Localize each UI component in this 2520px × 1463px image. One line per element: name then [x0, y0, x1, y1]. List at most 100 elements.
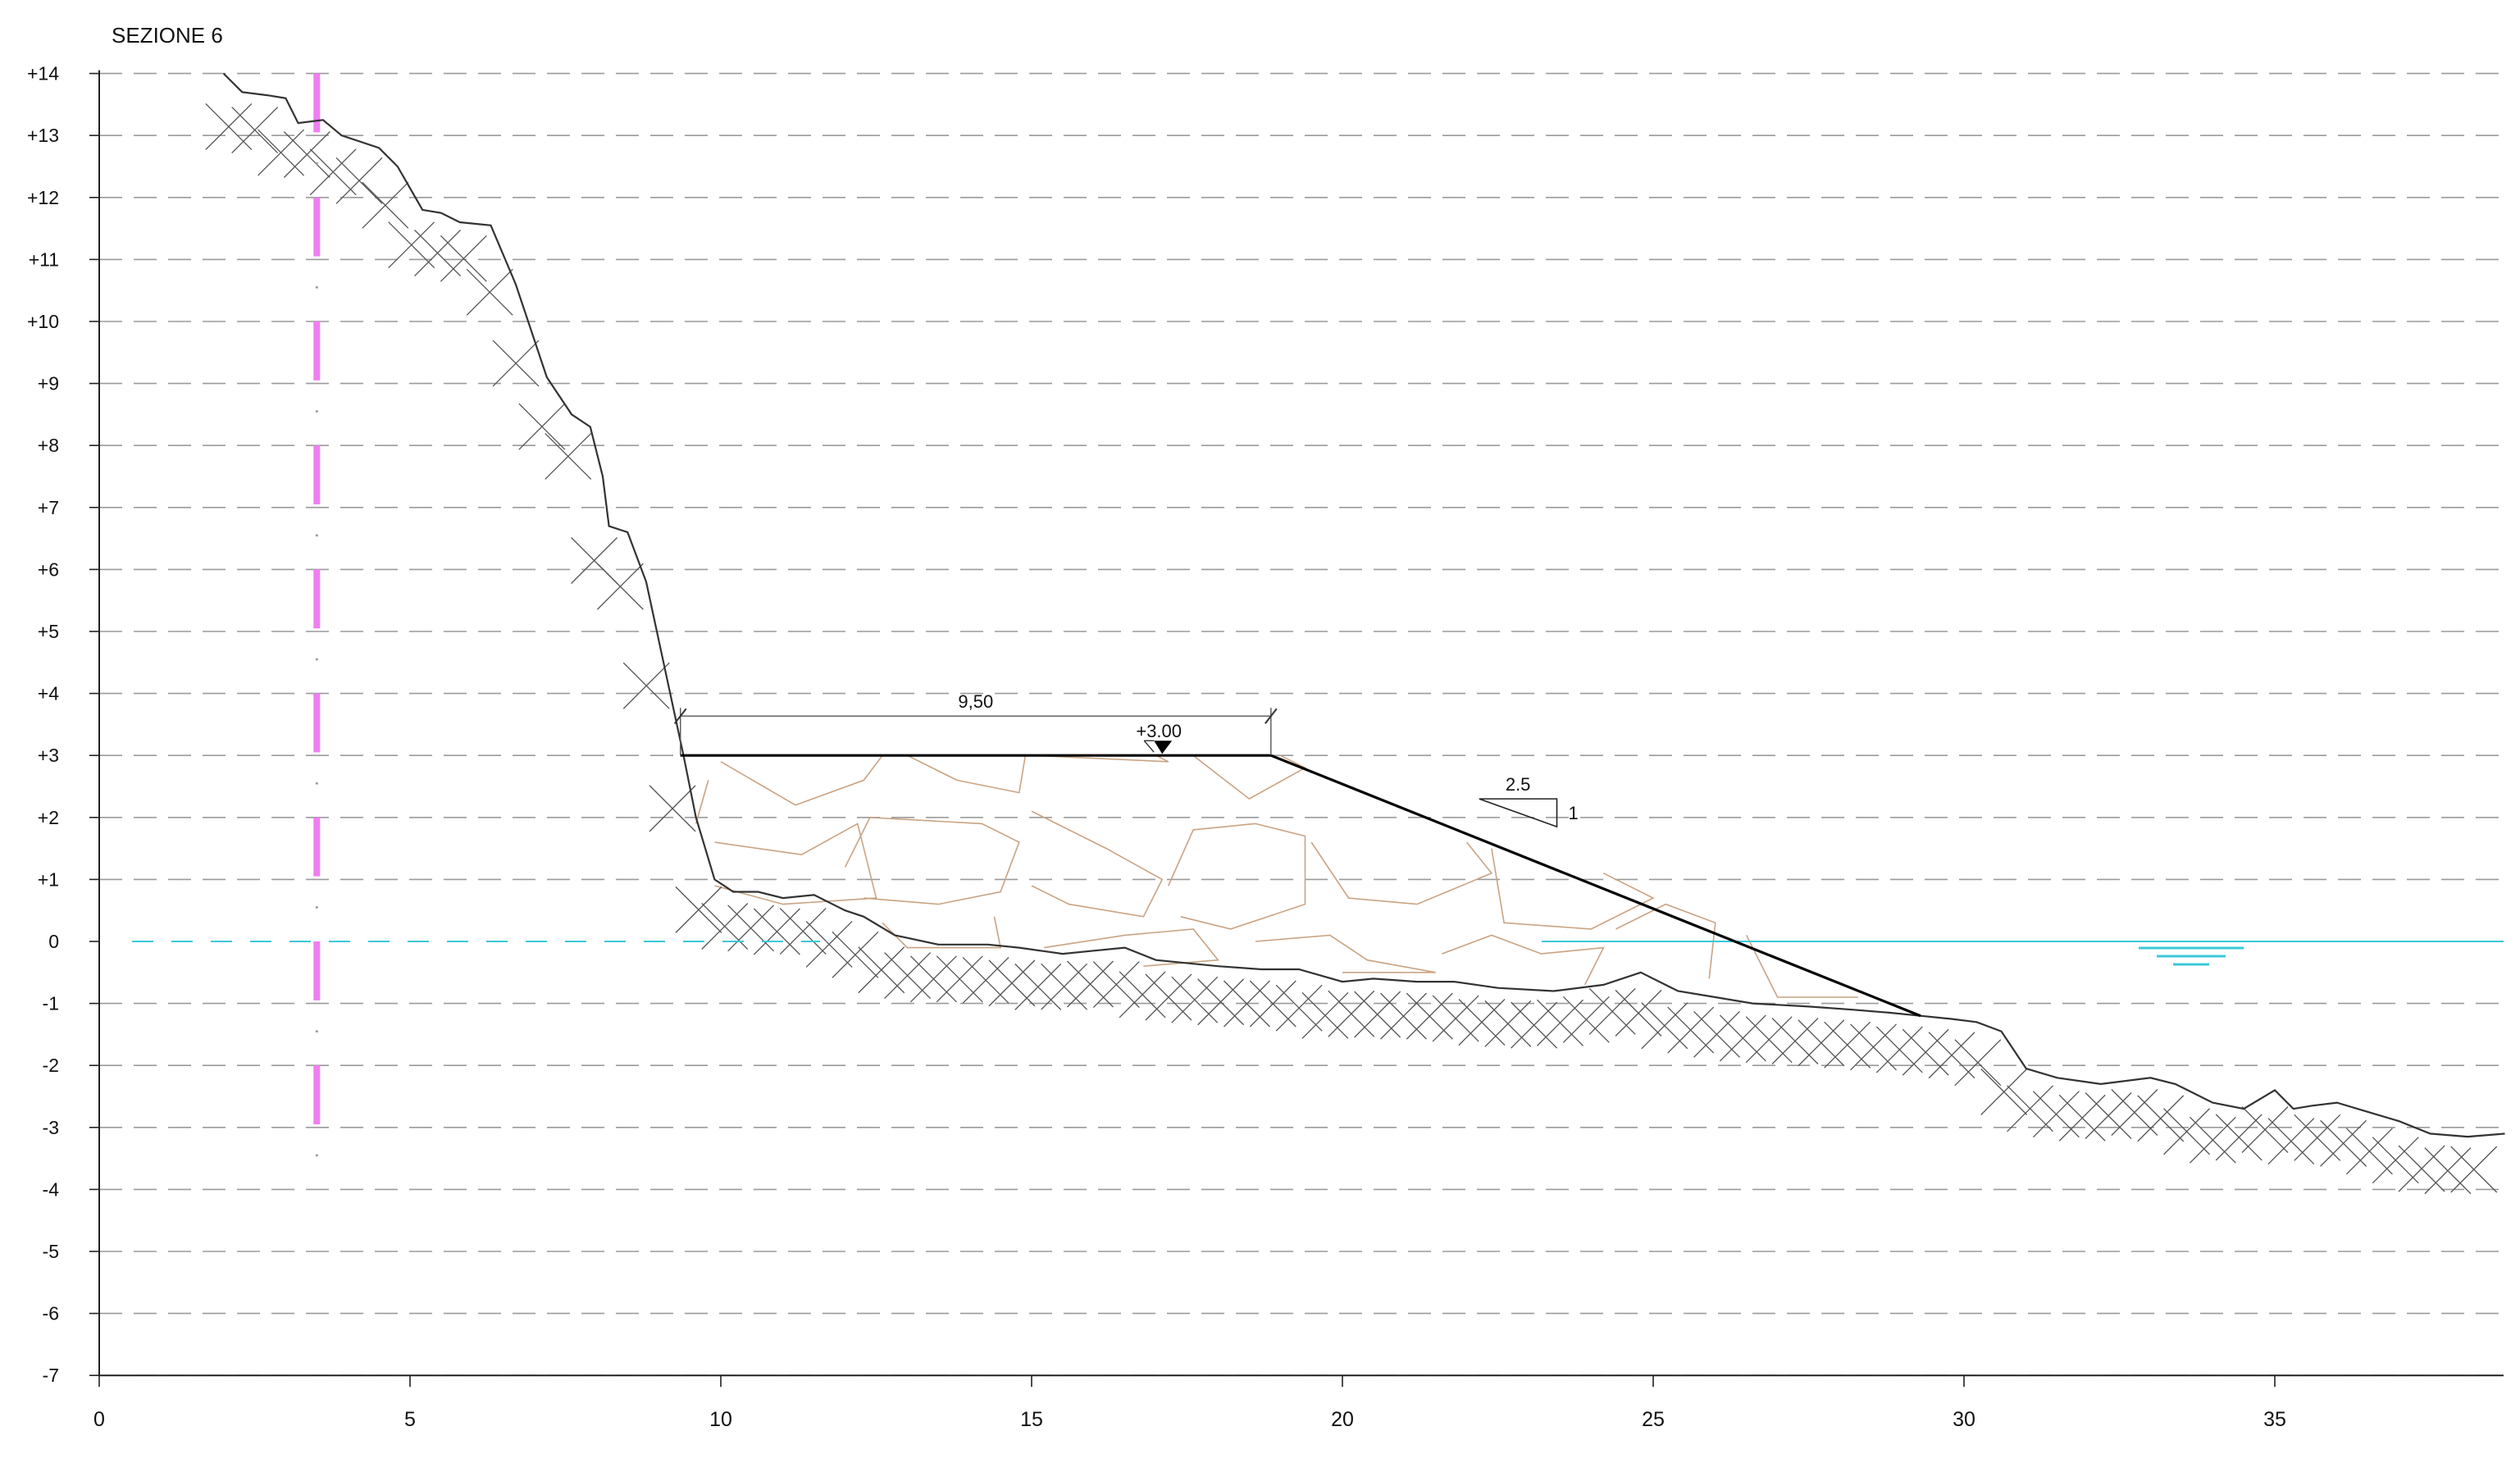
y-tick-label: +8 [38, 435, 59, 456]
rock-cell [1615, 903, 1716, 979]
section-axis-dot [315, 905, 318, 909]
hatch-stroke [1171, 976, 1219, 1023]
hatch-stroke [1537, 999, 1584, 1046]
section-axis-dot [315, 285, 318, 289]
y-tick-label: +9 [38, 373, 59, 394]
hatch-stroke [1588, 987, 1636, 1035]
y-tick-label: -6 [43, 1303, 59, 1324]
x-tick-label: 35 [2263, 1408, 2286, 1431]
hatch-stroke [571, 537, 618, 584]
hatch-stroke [1458, 999, 1506, 1046]
y-tick-label: +12 [27, 187, 59, 208]
rock-cell [1031, 754, 1169, 763]
crest-level-label: +3.00 [1136, 721, 1182, 741]
revetment-structure [680, 754, 1921, 1018]
hatch-stroke [2032, 1091, 2080, 1138]
y-tick-label: -2 [43, 1055, 59, 1076]
hatch-stroke [2294, 1114, 2341, 1161]
hatch-stroke [2398, 1145, 2445, 1192]
y-tick-label: -4 [43, 1178, 60, 1200]
y-tick-label: +5 [38, 621, 59, 642]
hatch-stroke [1092, 961, 1140, 1009]
x-tick-label: 30 [1953, 1408, 1975, 1431]
hatch-stroke [1275, 984, 1323, 1032]
hatch-stroke [1328, 990, 1375, 1037]
hatch-stroke [1354, 991, 1401, 1038]
terrain-profile [222, 72, 2505, 1138]
y-tick-label: +3 [38, 745, 59, 766]
crest-width-label: 9,50 [958, 691, 993, 712]
hatch-stroke [1145, 973, 1192, 1021]
y-tick-label: -1 [43, 993, 59, 1014]
dimension-tick [673, 708, 687, 724]
y-tick-label: +7 [38, 497, 59, 518]
slope-line [1270, 754, 1921, 1018]
rock-cell [1168, 823, 1306, 930]
rock-cell [844, 816, 1020, 905]
hatch-stroke [2163, 1108, 2211, 1155]
hatch-stroke [1041, 963, 1088, 1010]
hatch-stroke [962, 956, 1009, 1004]
hatch-stroke [2267, 1118, 2315, 1165]
hatch-stroke [335, 157, 383, 204]
hatch-stroke [596, 563, 644, 610]
hatch-stroke [1954, 1039, 2002, 1087]
hatch-stroke [832, 931, 879, 978]
hatch-stroke [1745, 1016, 1793, 1064]
hatch-stroke [727, 905, 775, 952]
axes-frame [89, 70, 2504, 1388]
hatch-stroke [2007, 1085, 2053, 1133]
hatch-stroke [283, 131, 330, 178]
hatch-stroke [414, 230, 462, 276]
hatch-stroke [805, 920, 853, 968]
section-axis-dot [315, 410, 318, 413]
hatch-stroke [205, 103, 253, 150]
y-tick-label: +11 [29, 248, 59, 270]
hatch-stroke [1562, 996, 1610, 1043]
hatch-stroke [1850, 1023, 1897, 1071]
slope-vertical-label: 1 [1569, 803, 1579, 823]
hatch-stroke [2450, 1146, 2498, 1193]
hatch-stroke [884, 952, 932, 1000]
hatch-stroke [492, 340, 540, 387]
x-tick-label: 15 [1020, 1408, 1043, 1431]
hatch-stroke [1667, 1006, 1715, 1054]
hatch-stroke [1432, 995, 1479, 1042]
hatch-stroke [1875, 1026, 1923, 1073]
level-marker-base [1143, 740, 1155, 753]
hatch-stroke [1406, 992, 1453, 1040]
rock-cell [1044, 928, 1219, 967]
y-tick-label: -5 [43, 1241, 59, 1262]
hatch-stroke [362, 181, 409, 229]
hatch-stroke [1824, 1021, 1871, 1069]
water-level [132, 941, 2504, 966]
rock-cell [1255, 934, 1436, 973]
hatch-stroke [2345, 1128, 2393, 1175]
section-axis-dot [315, 162, 318, 165]
y-tick-label: 0 [48, 931, 59, 952]
hatch-stroke [988, 959, 1036, 1007]
hatch-stroke [1119, 971, 1166, 1019]
section-axis-dot [315, 1030, 318, 1033]
hatch-stroke [257, 129, 304, 176]
hatch-stroke [701, 903, 749, 950]
hatch-stroke [2215, 1114, 2263, 1161]
hatch-stroke [1719, 1014, 1766, 1062]
hatch-stroke [1249, 980, 1296, 1028]
rock-cell [1310, 841, 1493, 905]
section-axis-dot [315, 658, 318, 661]
y-tick-label: +4 [38, 683, 59, 704]
x-tick-label: 10 [709, 1408, 732, 1431]
section-axis-dot [315, 782, 318, 785]
hatch-stroke [2189, 1116, 2236, 1164]
y-axis-labels: +14+13+12+11+10+9+8+7+6+5+4+3+2+10-1-2-3… [27, 63, 59, 1387]
rock-cell [714, 823, 877, 905]
rock-cell [1192, 754, 1307, 800]
hatch-stroke [1902, 1028, 1949, 1076]
y-tick-label: +14 [27, 63, 59, 84]
hatch-stroke [545, 433, 592, 480]
hatch-stroke [1928, 1032, 1975, 1079]
y-tick-label: -3 [43, 1117, 59, 1138]
hatch-stroke [2085, 1092, 2132, 1139]
